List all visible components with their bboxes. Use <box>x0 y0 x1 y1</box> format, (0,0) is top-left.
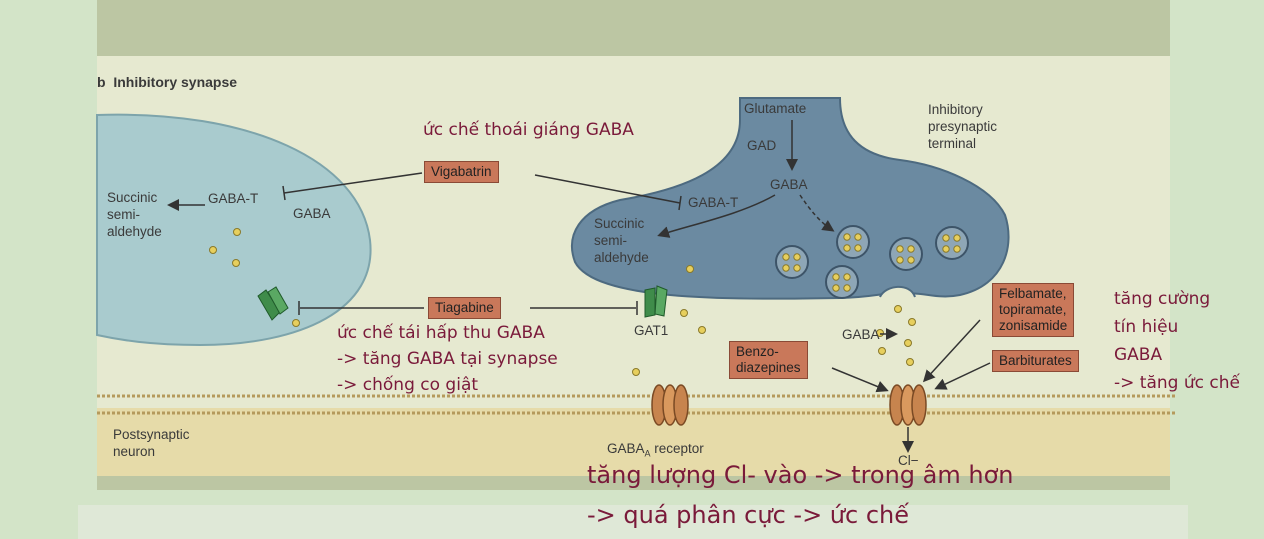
receptor-rest: receptor <box>650 441 704 456</box>
tiagabine-note-line1: ức chế tái hấp thu GABA <box>337 323 545 343</box>
succinic-center-line3: aldehyde <box>594 250 649 265</box>
chloride-note-line2: -> quá phân cực -> ức chế <box>587 501 910 529</box>
enhance-note-line1: tăng cường <box>1114 289 1211 309</box>
postsynaptic-label: Postsynaptic neuron <box>113 426 190 460</box>
receptor-sub: A <box>644 448 651 459</box>
chloride-note-line1: tăng lượng Cl- vào -> trong âm hơn <box>587 461 1014 489</box>
vigabatrin-note: ức chế thoái giáng GABA <box>423 120 634 140</box>
gaba-a-receptor-label: GABAA receptor <box>607 440 704 463</box>
enhance-note-line2: tín hiệu <box>1114 317 1179 337</box>
succinic-center-line2: semi- <box>594 233 627 248</box>
top-band <box>97 0 1170 56</box>
succinic-center-label: Succinic semi- aldehyde <box>594 215 649 266</box>
succinic-left-label: Succinic semi- aldehyde <box>107 189 162 240</box>
gat1-transporter-left <box>257 286 289 321</box>
succinic-left-line1: Succinic <box>107 190 158 205</box>
enhance-note-line4: -> tăng ức chế <box>1114 373 1240 393</box>
gaba-cleft-label: GABA <box>842 327 880 342</box>
vesicle-gaba-dots <box>782 233 961 292</box>
gaba-a-receptor-left <box>651 384 689 426</box>
succinic-left-line3: aldehyde <box>107 224 162 239</box>
gaba-center-label: GABA <box>770 177 808 192</box>
felbamate-line1: Felbamate, <box>999 286 1067 301</box>
gaba-molecules <box>209 228 916 376</box>
tiagabine-note-line2: -> tăng GABA tại synapse <box>337 349 558 369</box>
gaba-t-left-label: GABA-T <box>208 191 259 206</box>
chloride-note: tăng lượng Cl- vào -> trong âm hơn -> qu… <box>587 455 1014 535</box>
inhibition-lines <box>282 172 682 315</box>
tiagabine-box: Tiagabine <box>428 297 501 319</box>
terminal-line3: terminal <box>928 136 977 151</box>
slide-footer-band <box>78 505 1188 539</box>
postsynaptic-line2: neuron <box>113 444 156 459</box>
panel-title: b Inhibitory synapse <box>97 74 237 91</box>
gat1-label: GAT1 <box>634 323 669 338</box>
inhibitory-terminal-label: Inhibitory presynaptic terminal <box>928 101 997 152</box>
benzodiazepines-box: Benzo- diazepines <box>729 341 808 379</box>
gaba-left-label: GABA <box>293 206 331 221</box>
succinic-center-line1: Succinic <box>594 216 645 231</box>
barbiturates-box: Barbiturates <box>992 350 1079 372</box>
panel-letter: b <box>97 74 106 90</box>
tiagabine-note: ức chế tái hấp thu GABA -> tăng GABA tại… <box>337 320 558 398</box>
enhance-note-line3: GABA <box>1114 345 1163 365</box>
panel-title-text: Inhibitory synapse <box>113 74 238 90</box>
terminal-line2: presynaptic <box>928 119 998 134</box>
chloride-label: Cl− <box>898 453 919 468</box>
glutamate-label: Glutamate <box>744 101 807 116</box>
receptor-main: GABA <box>607 441 645 456</box>
gaba-t-center-label: GABA-T <box>688 195 739 210</box>
fusing-vesicle <box>879 285 916 298</box>
postsynaptic-line1: Postsynaptic <box>113 427 190 442</box>
benzo-line2: diazepines <box>736 360 801 375</box>
bottom-band <box>97 476 1170 490</box>
gat1-transporter-center <box>644 285 668 318</box>
felbamate-box: Felbamate, topiramate, zonisamide <box>992 283 1075 337</box>
vigabatrin-box: Vigabatrin <box>424 161 499 183</box>
enhance-note: tăng cường tín hiệu GABA -> tăng ức chế <box>1114 285 1240 397</box>
felbamate-line2: topiramate, <box>999 302 1067 317</box>
postsynaptic-neuron <box>97 408 1170 476</box>
succinic-left-line2: semi- <box>107 207 140 222</box>
benzo-line1: Benzo- <box>736 344 779 359</box>
gad-label: GAD <box>747 138 777 153</box>
tiagabine-note-line3: -> chống co giật <box>337 375 479 395</box>
pathway-arrows <box>167 120 991 453</box>
gaba-a-receptor-right <box>889 384 927 426</box>
felbamate-line3: zonisamide <box>999 318 1068 333</box>
terminal-line1: Inhibitory <box>928 102 983 117</box>
